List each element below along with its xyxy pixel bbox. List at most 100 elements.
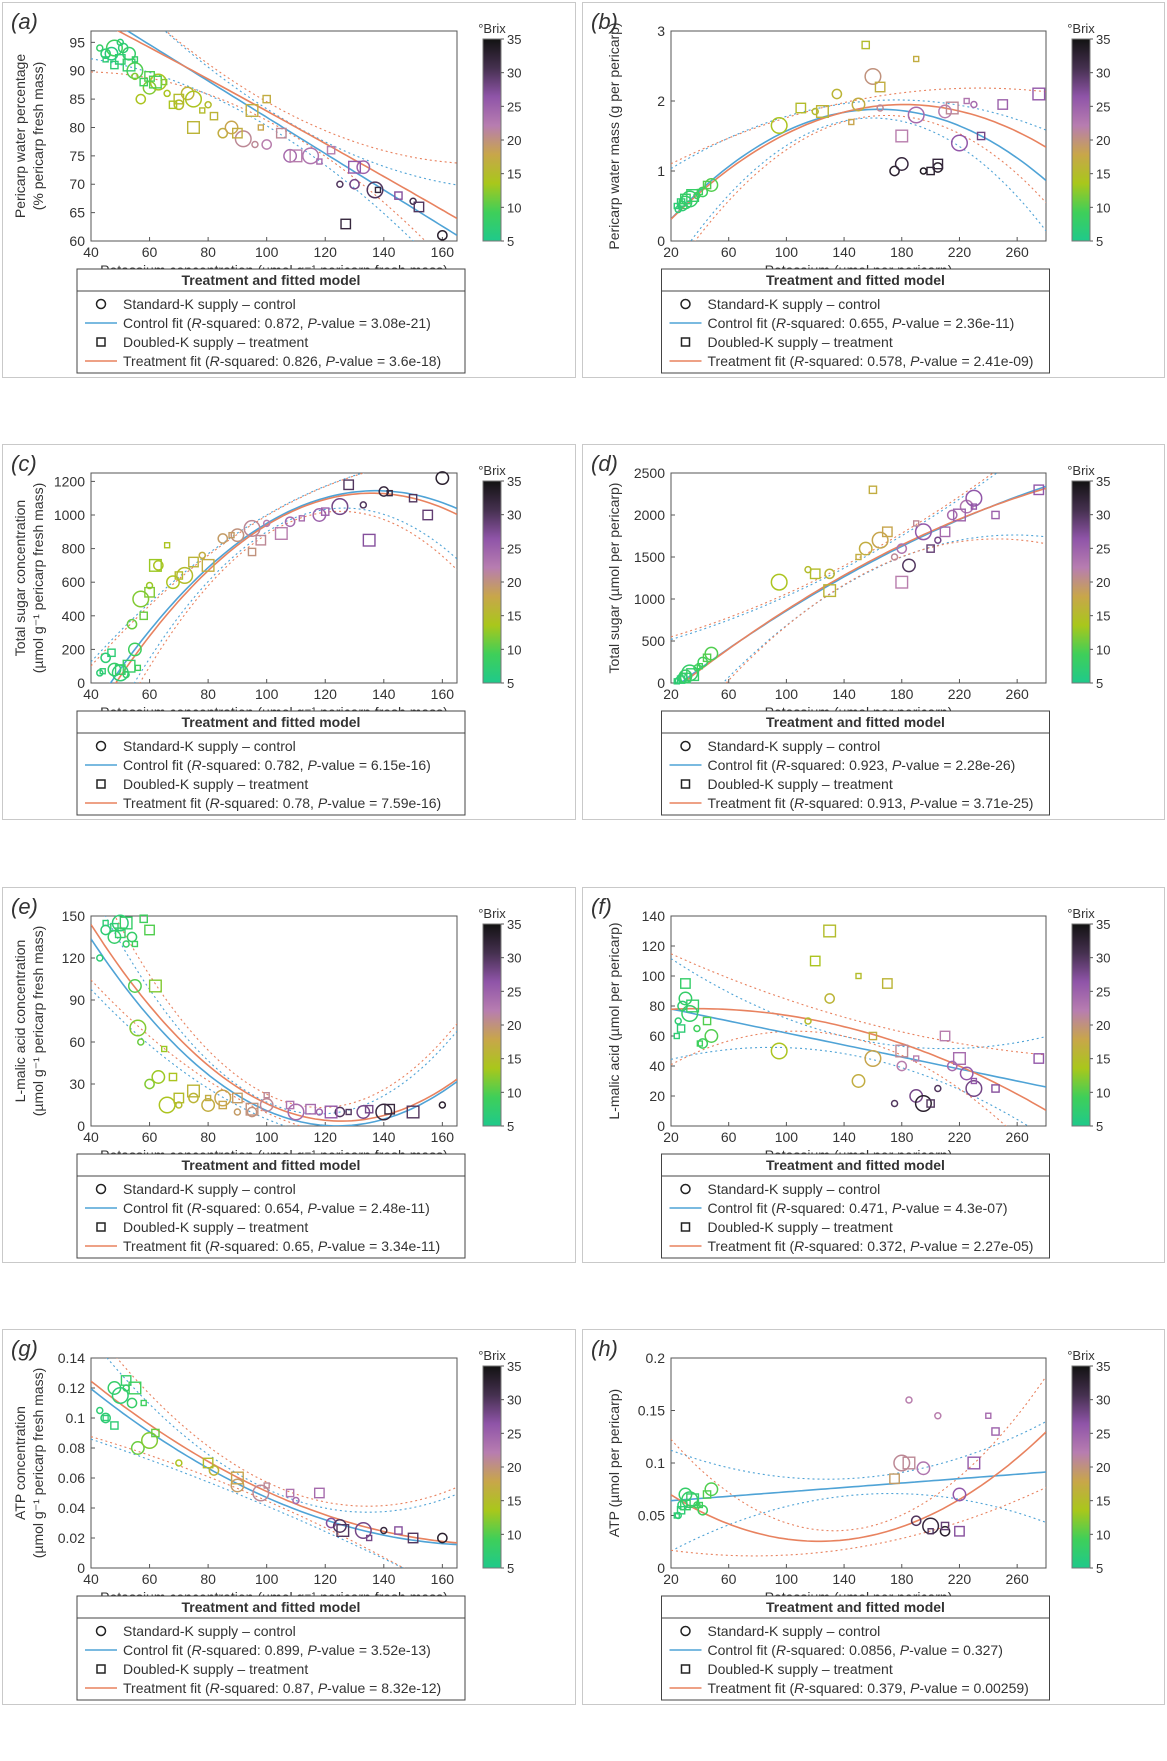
- colorbar-tick-label: 15: [507, 1052, 521, 1067]
- treatment-point: [976, 131, 986, 141]
- control-point: [252, 1484, 270, 1502]
- treatment-point: [809, 568, 821, 580]
- colorbar: [482, 38, 502, 242]
- y-axis-label: Total sugar (µmol per pericarp): [606, 483, 622, 674]
- colorbar-tick-label: 5: [1096, 1561, 1103, 1576]
- control-point: [896, 1060, 908, 1072]
- colorbar-title: °Brix: [1067, 906, 1095, 921]
- y-tick-label: 20: [649, 1088, 665, 1104]
- control-point: [437, 229, 448, 241]
- treatment-point: [285, 1100, 295, 1110]
- control-ci-lower: [671, 1046, 1030, 1126]
- y-tick-label: 30: [69, 1076, 85, 1092]
- plot-area: [670, 472, 1047, 684]
- control-point: [366, 181, 384, 199]
- legend-marker-treatment: [680, 1664, 691, 1674]
- colorbar-tick-label: 10: [507, 1085, 521, 1100]
- panel-f: 2060100140180220260020406080100120140Pot…: [582, 887, 1165, 1263]
- treatment-point: [348, 160, 362, 174]
- legend-control-fit: Control fit (R-squared: 0.782, P-value =…: [123, 757, 431, 773]
- treatment-point: [230, 1471, 244, 1485]
- treatment-point: [173, 93, 185, 105]
- x-tick-label: 20: [663, 244, 679, 260]
- treatment-point: [364, 1104, 374, 1114]
- control-point: [697, 1038, 709, 1049]
- control-point: [246, 1106, 258, 1118]
- control-point: [107, 662, 122, 677]
- treatment-point: [245, 103, 259, 117]
- control-point: [129, 1019, 147, 1037]
- control-fit-line: [91, 938, 457, 1126]
- control-point: [354, 1521, 372, 1540]
- control-point: [184, 90, 203, 108]
- treatment-point: [131, 56, 139, 63]
- chart-svg-5: 2060100140180220260020406080100120140Pot…: [591, 894, 1110, 1259]
- control-point: [704, 1482, 719, 1497]
- control-point: [864, 67, 882, 86]
- treatment-point: [967, 1456, 981, 1470]
- y-tick-label: 800: [62, 541, 86, 557]
- control-point: [858, 541, 873, 556]
- treatment-point: [991, 510, 1000, 520]
- y-tick-label: 2000: [634, 507, 665, 523]
- y-tick-label: 0: [77, 1560, 85, 1576]
- x-tick-label: 260: [1005, 686, 1029, 702]
- colorbar-tick-label: 20: [507, 1460, 521, 1475]
- x-tick-label: 140: [372, 1571, 396, 1587]
- y-tick-label: 60: [69, 233, 85, 249]
- control-point: [914, 523, 932, 541]
- treatment-point: [702, 1490, 712, 1499]
- legend-control-label: Standard-K supply – control: [123, 1181, 296, 1197]
- control-point: [166, 575, 180, 590]
- treatment-point: [926, 166, 935, 176]
- panel-label: (c): [11, 451, 37, 476]
- control-point: [173, 99, 185, 111]
- y-tick-label: 0.14: [58, 1350, 85, 1366]
- treatment-point: [394, 1526, 403, 1535]
- treatment-point: [320, 507, 330, 516]
- legend-title: Treatment and fitted model: [182, 1157, 361, 1173]
- y-tick-label: 100: [642, 968, 666, 984]
- plot-area: [670, 915, 1047, 1127]
- y-tick-label: 3: [657, 23, 665, 39]
- treatment-ci-upper: [671, 473, 994, 638]
- control-point: [158, 1096, 176, 1114]
- legend-treatment-fit: Treatment fit (R-squared: 0.578, P-value…: [708, 353, 1034, 369]
- treatment-point: [932, 158, 944, 170]
- treatment-point: [188, 556, 199, 568]
- control-point: [356, 1105, 371, 1119]
- y-tick-label: 0.06: [58, 1470, 85, 1486]
- control-point: [325, 1517, 337, 1529]
- treatment-point: [139, 914, 149, 924]
- x-tick-label: 60: [142, 686, 158, 702]
- treatment-point: [257, 124, 265, 131]
- colorbar: [1071, 923, 1091, 1127]
- control-point: [896, 543, 908, 554]
- control-point: [217, 533, 229, 544]
- colorbar-tick-label: 30: [507, 1393, 521, 1408]
- control-point: [864, 1049, 882, 1068]
- colorbar-tick-label: 15: [1096, 167, 1110, 182]
- control-point: [251, 140, 259, 149]
- colorbar-title: °Brix: [1067, 21, 1095, 36]
- treatment-point: [160, 1045, 168, 1053]
- x-tick-label: 60: [721, 686, 737, 702]
- legend-box: [76, 710, 466, 816]
- treatment-point: [134, 664, 142, 672]
- x-tick-label: 100: [255, 244, 279, 260]
- treatment-point: [345, 1108, 352, 1116]
- control-point: [356, 160, 371, 175]
- colorbar-tick-label: 20: [1096, 1460, 1110, 1475]
- treatment-point: [673, 1512, 680, 1519]
- y-tick-label: 0.15: [638, 1403, 665, 1419]
- control-point: [201, 1098, 216, 1112]
- colorbar-tick-label: 30: [507, 508, 521, 523]
- x-tick-label: 180: [890, 686, 914, 702]
- y-tick-label: 80: [69, 119, 85, 135]
- control-point: [198, 551, 207, 560]
- control-point: [243, 519, 261, 537]
- treatment-point: [952, 1051, 966, 1065]
- colorbar-tick-label: 25: [1096, 1426, 1110, 1441]
- control-point: [375, 1103, 393, 1121]
